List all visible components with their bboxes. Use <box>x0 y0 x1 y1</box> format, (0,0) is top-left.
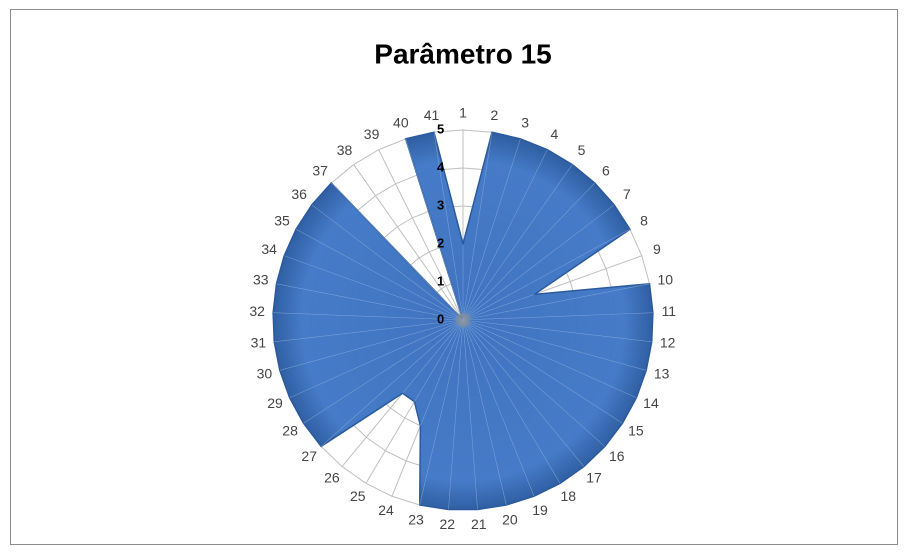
category-label: 9 <box>653 241 661 257</box>
spoke-overlay <box>462 138 521 321</box>
spoke-overlay <box>462 204 615 321</box>
category-label: 25 <box>350 488 366 504</box>
axis-tick-label: 0 <box>437 311 444 326</box>
spoke-overlay <box>274 319 464 343</box>
spoke <box>353 164 464 321</box>
category-label: 16 <box>609 448 625 464</box>
spoke-overlay <box>279 319 464 371</box>
category-label: 30 <box>257 365 273 381</box>
spoke-overlay <box>462 319 585 467</box>
spoke-overlay <box>462 149 548 321</box>
spoke-overlay <box>462 319 478 510</box>
spoke-overlay <box>433 132 464 321</box>
axis-tick-label: 5 <box>437 121 444 136</box>
category-label: 18 <box>560 488 576 504</box>
spoke-overlay <box>462 319 637 398</box>
category-label: 7 <box>623 186 631 202</box>
category-label: 13 <box>654 365 670 381</box>
category-label: 1 <box>459 105 467 121</box>
category-label: 22 <box>439 516 455 532</box>
spoke-overlay <box>303 319 464 424</box>
category-label: 23 <box>408 511 424 527</box>
spoke-overlay <box>462 319 507 506</box>
axis-tick-label: 2 <box>437 235 444 250</box>
spoke-overlay <box>289 319 464 398</box>
category-label: 10 <box>657 271 673 287</box>
category-label: 38 <box>337 142 353 158</box>
spoke <box>378 149 464 321</box>
axis-tick-label: 1 <box>437 273 444 288</box>
category-label: 36 <box>291 186 307 202</box>
category-label: 3 <box>521 114 529 130</box>
spoke-overlay <box>284 255 464 321</box>
category-label: 33 <box>253 271 269 287</box>
spoke-overlay <box>462 228 631 321</box>
spoke-overlay <box>405 138 464 321</box>
spoke-overlay <box>414 319 464 402</box>
spoke-overlay <box>462 132 493 321</box>
spoke-overlay <box>462 319 606 447</box>
category-label: 8 <box>640 212 648 228</box>
center-dot <box>456 313 470 327</box>
category-label: 4 <box>551 126 559 142</box>
category-label: 24 <box>378 502 394 518</box>
spoke-overlay <box>462 294 535 321</box>
category-label: 28 <box>282 423 298 439</box>
category-label: 5 <box>578 142 586 158</box>
category-label: 37 <box>312 162 328 178</box>
spoke-overlay <box>448 319 464 510</box>
category-label: 17 <box>586 470 602 486</box>
spoke-overlay <box>295 228 464 321</box>
category-label: 32 <box>249 303 265 319</box>
spoke-overlay <box>462 319 652 343</box>
spoke-overlay <box>419 319 464 506</box>
spoke-overlay <box>402 319 464 394</box>
spoke-overlay <box>276 283 464 321</box>
spoke-overlay <box>462 319 623 424</box>
category-label: 35 <box>274 212 290 228</box>
spoke-overlay <box>462 182 595 321</box>
category-label: 29 <box>267 395 283 411</box>
category-label: 20 <box>502 511 518 527</box>
spoke-overlay <box>311 204 464 321</box>
category-label: 40 <box>393 114 409 130</box>
category-label: 12 <box>660 334 676 350</box>
category-label: 27 <box>301 448 317 464</box>
spoke-overlay <box>462 319 535 497</box>
category-label: 14 <box>643 395 659 411</box>
category-label: 41 <box>424 107 440 123</box>
category-label: 31 <box>251 334 267 350</box>
spoke-overlay <box>331 182 464 321</box>
spoke-overlay <box>462 319 647 371</box>
spoke-overlay <box>462 319 561 484</box>
spoke-overlay <box>273 312 464 321</box>
category-label: 21 <box>471 516 487 532</box>
category-label: 15 <box>628 423 644 439</box>
spoke-overlay <box>462 164 573 321</box>
spoke-overlay <box>420 319 464 426</box>
category-label: 6 <box>602 162 610 178</box>
category-label: 34 <box>261 241 277 257</box>
spoke-overlay <box>462 283 650 321</box>
category-label: 19 <box>532 502 548 518</box>
axis-tick-label: 4 <box>437 159 445 174</box>
chart-title: Parâmetro 15 <box>374 38 551 69</box>
category-label: 26 <box>324 470 340 486</box>
category-label: 11 <box>662 303 677 319</box>
category-label: 39 <box>364 126 380 142</box>
spoke-overlay <box>462 312 653 321</box>
spoke-overlay <box>320 319 464 447</box>
axis-tick-label: 3 <box>437 197 444 212</box>
category-label: 2 <box>491 107 499 123</box>
